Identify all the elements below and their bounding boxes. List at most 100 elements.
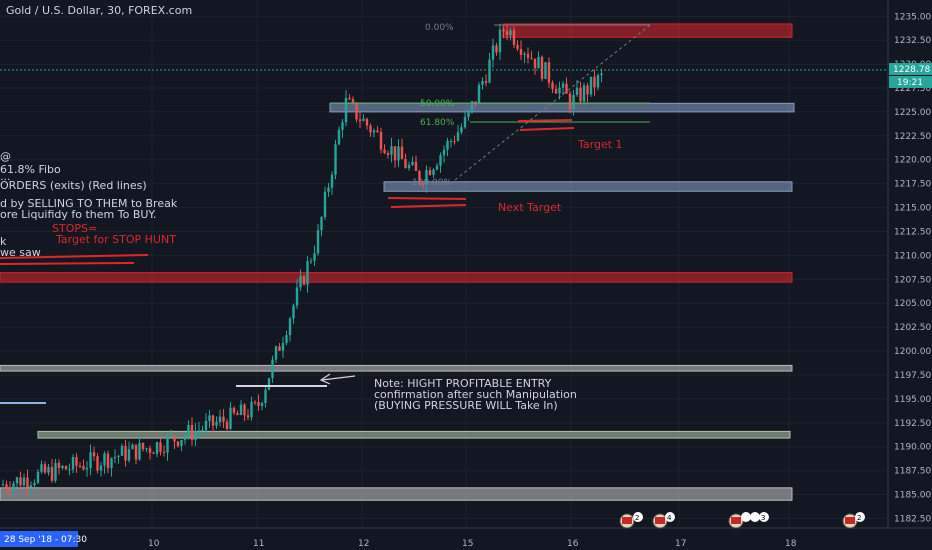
candle-body (110, 458, 112, 468)
ann-line-4: ORDERS (exits) (Red lines) (0, 179, 147, 192)
candle-body (429, 170, 431, 175)
candle-body (317, 230, 319, 253)
price-tick-label: 1220.00 (894, 156, 931, 166)
candle-body (513, 30, 515, 45)
candle-body (278, 346, 280, 350)
candle-body (492, 45, 494, 59)
fib-label-0: 0.00% (425, 23, 454, 33)
candle-body (527, 54, 529, 58)
candle-body (530, 58, 532, 59)
candle-body (565, 84, 567, 94)
zone-red[interactable] (0, 273, 792, 283)
price-tick-label: 1187.50 (894, 467, 931, 477)
candle-body (373, 130, 375, 132)
event-flag-icon[interactable]: 3 (729, 512, 769, 528)
candle-body (324, 192, 326, 217)
candle-body (142, 443, 144, 449)
candle-body (254, 402, 256, 403)
candle-body (520, 49, 522, 55)
price-tick-label: 1217.50 (894, 180, 931, 190)
zone-gray[interactable] (0, 365, 792, 371)
candle-body (467, 111, 469, 117)
candle-body (506, 31, 508, 35)
candle-body (310, 261, 312, 262)
candle-body (352, 99, 354, 102)
event-icons[interactable]: 2 4 3 2 (620, 512, 865, 528)
candle-body (275, 346, 277, 359)
candle-body (495, 45, 497, 52)
candle-body (198, 430, 200, 431)
candle-body (128, 449, 130, 461)
candle-body (457, 132, 459, 141)
candle-body (240, 405, 242, 415)
candle-body (124, 446, 126, 461)
price-tick-label: 1215.00 (894, 204, 931, 214)
candle-body (68, 469, 70, 470)
price-tick-label: 1210.00 (894, 251, 931, 261)
event-flag-icon[interactable]: 4 (653, 512, 675, 528)
candle-body (163, 452, 165, 453)
fib-label-50: 50.00% (420, 99, 455, 109)
ann-line-1: @ (0, 150, 11, 163)
candle-body (23, 478, 25, 486)
candle-body (285, 335, 287, 343)
candle-body (212, 415, 214, 425)
candle-body (478, 85, 480, 103)
chart-title: Gold / U.S. Dollar, 30, FOREX.com (6, 4, 192, 17)
candle-body (250, 402, 252, 417)
price-tick-label: 1225.00 (894, 108, 931, 118)
zone-red[interactable] (503, 24, 792, 37)
event-flag-icon[interactable]: 2 (843, 512, 865, 528)
zone-green[interactable] (38, 431, 790, 438)
candle-body (387, 153, 389, 155)
svg-text:3: 3 (761, 514, 765, 522)
candle-body (537, 57, 539, 68)
candle-body (19, 477, 21, 485)
candle-body (152, 453, 154, 454)
candle-body (303, 276, 305, 284)
candle-body (499, 30, 501, 53)
price-tick-label: 1195.00 (894, 395, 931, 405)
candle-body (544, 62, 546, 79)
candle-body (523, 54, 525, 55)
candle-body (145, 448, 147, 449)
candle-body (54, 463, 56, 481)
price-tick-label: 1205.00 (894, 299, 931, 309)
candle-body (289, 319, 291, 336)
candle-body (488, 60, 490, 83)
candle-body (89, 452, 91, 468)
time-tick-label: 17 (675, 539, 686, 549)
zone-blue[interactable] (330, 103, 794, 112)
candle-body (439, 155, 441, 166)
candle-body (103, 454, 105, 466)
candle-body (26, 478, 28, 488)
candle-body (2, 484, 4, 485)
svg-text:2: 2 (635, 514, 639, 522)
current-price-value: 1228.78 (893, 65, 930, 75)
candle-body (292, 306, 294, 319)
price-tick-label: 1197.50 (894, 371, 931, 381)
time-axis[interactable]: 10 11 12 15 16 17 18 (0, 528, 932, 549)
zone-gray[interactable] (0, 488, 792, 500)
candle-body (261, 403, 263, 406)
candle-body (93, 452, 95, 456)
level-markers (0, 386, 327, 403)
candle-body (107, 454, 109, 468)
next-target-line-a (388, 198, 466, 199)
price-tick-label: 1232.50 (894, 36, 931, 46)
stops-line-b (0, 263, 134, 264)
candle-body (236, 413, 238, 415)
candle-body (558, 88, 560, 94)
candle-body (551, 83, 553, 89)
candle-body (9, 489, 11, 492)
event-flag-icon[interactable]: 2 (620, 512, 643, 528)
candle-body (47, 467, 49, 473)
candle-body (96, 456, 98, 470)
candle-body (194, 431, 196, 440)
svg-text:2: 2 (857, 514, 861, 522)
candle-body (117, 456, 119, 457)
fib-label-100: 100.00% (412, 178, 452, 188)
target1-label: Target 1 (577, 138, 623, 151)
